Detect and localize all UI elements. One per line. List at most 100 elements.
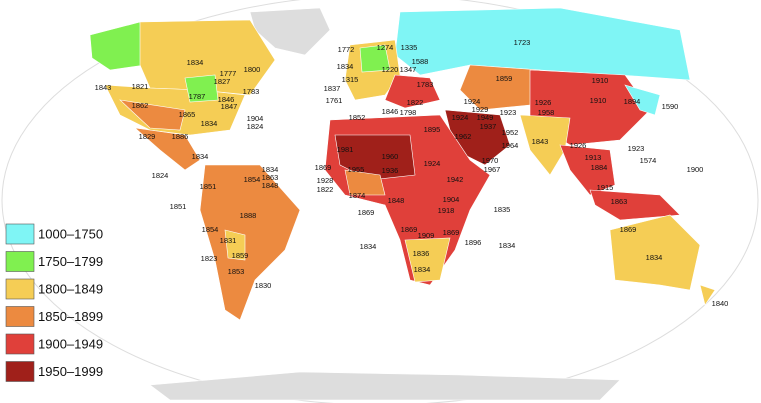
year-label: 1851: [170, 202, 187, 211]
year-label: 1834: [192, 152, 209, 161]
year-label: 1834: [414, 265, 431, 274]
year-label: 1847: [221, 102, 238, 111]
year-label: 1874: [349, 191, 366, 200]
year-label: 1848: [262, 181, 279, 190]
year-label: 1896: [465, 238, 482, 247]
year-label: 1854: [244, 175, 261, 184]
legend-label: 1750–1799: [38, 254, 103, 269]
year-label: 1915: [597, 183, 614, 192]
year-label: 1836: [413, 249, 430, 258]
year-label: 1862: [132, 101, 149, 110]
legend: 1000–1750 1750–1799 1800–1849 1850–1899 1900…: [5, 223, 103, 382]
year-label: 1854: [202, 225, 219, 234]
year-label: 1926: [535, 98, 552, 107]
year-label: 1937: [480, 122, 497, 131]
year-label: 1970: [482, 156, 499, 165]
year-label: 1822: [317, 185, 334, 194]
year-label: 1824: [247, 122, 264, 131]
legend-swatch: [5, 306, 35, 327]
year-label: 1869: [315, 163, 332, 172]
year-label: 1863: [262, 173, 279, 182]
year-label: 1787: [189, 92, 206, 101]
year-label: 1904: [443, 195, 460, 204]
year-label: 1835: [494, 205, 511, 214]
legend-label: 1800–1849: [38, 281, 103, 296]
year-label: 1761: [326, 96, 343, 105]
year-label: 1909: [418, 231, 435, 240]
year-label: 1834: [360, 242, 377, 251]
year-label: 1823: [201, 254, 218, 263]
year-label: 1910: [592, 76, 609, 85]
year-label: 1574: [640, 156, 657, 165]
year-label: 1834: [262, 165, 279, 174]
year-label: 1884: [591, 163, 608, 172]
year-label: 1834: [337, 62, 354, 71]
legend-swatch: [5, 278, 35, 300]
year-label: 1869: [620, 225, 637, 234]
year-label: 1843: [95, 83, 112, 92]
year-label: 1958: [538, 108, 555, 117]
year-label: 1924: [452, 113, 469, 122]
year-label: 1772: [338, 45, 355, 54]
year-label: 1913: [585, 153, 602, 162]
year-label: 1834: [187, 58, 204, 67]
year-label: 1829: [139, 132, 156, 141]
year-label: 1783: [243, 87, 260, 96]
year-label: 1220: [382, 65, 399, 74]
land: [89, 7, 716, 401]
legend-swatch: [5, 223, 35, 245]
year-label: 1859: [232, 251, 249, 260]
year-label: 1777: [220, 69, 237, 78]
year-label: 1846: [382, 107, 399, 116]
year-label: 1798: [400, 108, 417, 117]
year-label: 1822: [407, 98, 424, 107]
year-label: 1831: [220, 236, 237, 245]
year-label: 1888: [240, 211, 257, 220]
year-label: 1910: [590, 96, 607, 105]
year-label: 1942: [447, 175, 464, 184]
year-label: 1886: [172, 132, 189, 141]
year-label: 1926: [570, 141, 587, 150]
year-label: 1783: [417, 80, 434, 89]
year-label: 1936: [382, 166, 399, 175]
year-label: 1923: [500, 108, 517, 117]
year-label: 1846: [218, 95, 235, 104]
year-label: 1895: [424, 125, 441, 134]
year-label: 1865: [179, 110, 196, 119]
legend-swatch: [5, 251, 35, 272]
year-label: 1800: [244, 65, 261, 74]
year-label: 1590: [662, 102, 679, 111]
year-label: 1853: [228, 267, 245, 276]
year-label: 1834: [499, 241, 516, 250]
year-label: 1949: [477, 113, 494, 122]
year-label: 1852: [349, 113, 366, 122]
year-label: 1843: [532, 137, 549, 146]
year-label: 1869: [358, 208, 375, 217]
year-label: 1830: [255, 281, 272, 290]
year-label: 1837: [324, 84, 341, 93]
year-label: 1894: [624, 97, 641, 106]
year-label: 1274: [377, 43, 394, 52]
year-label: 1962: [455, 132, 472, 141]
legend-label: 1000–1750: [38, 226, 103, 241]
legend-swatch: [5, 361, 35, 382]
year-label: 1840: [712, 299, 729, 308]
year-label: 1834: [646, 253, 663, 262]
year-label: 1924: [424, 159, 441, 168]
year-label: 1347: [400, 65, 417, 74]
year-label: 1960: [382, 152, 399, 161]
legend-swatch: [5, 333, 35, 355]
year-label: 1863: [611, 197, 628, 206]
year-label: 1851: [200, 182, 217, 191]
year-label: 1827: [214, 77, 231, 86]
year-label: 1315: [342, 75, 359, 84]
year-label: 1981: [337, 145, 354, 154]
year-label: 1929: [472, 105, 489, 114]
year-label: 1924: [464, 97, 481, 106]
year-label: 1723: [514, 38, 531, 47]
year-label: 1964: [502, 141, 519, 150]
year-label: 1859: [496, 74, 513, 83]
year-label: 1967: [484, 165, 501, 174]
